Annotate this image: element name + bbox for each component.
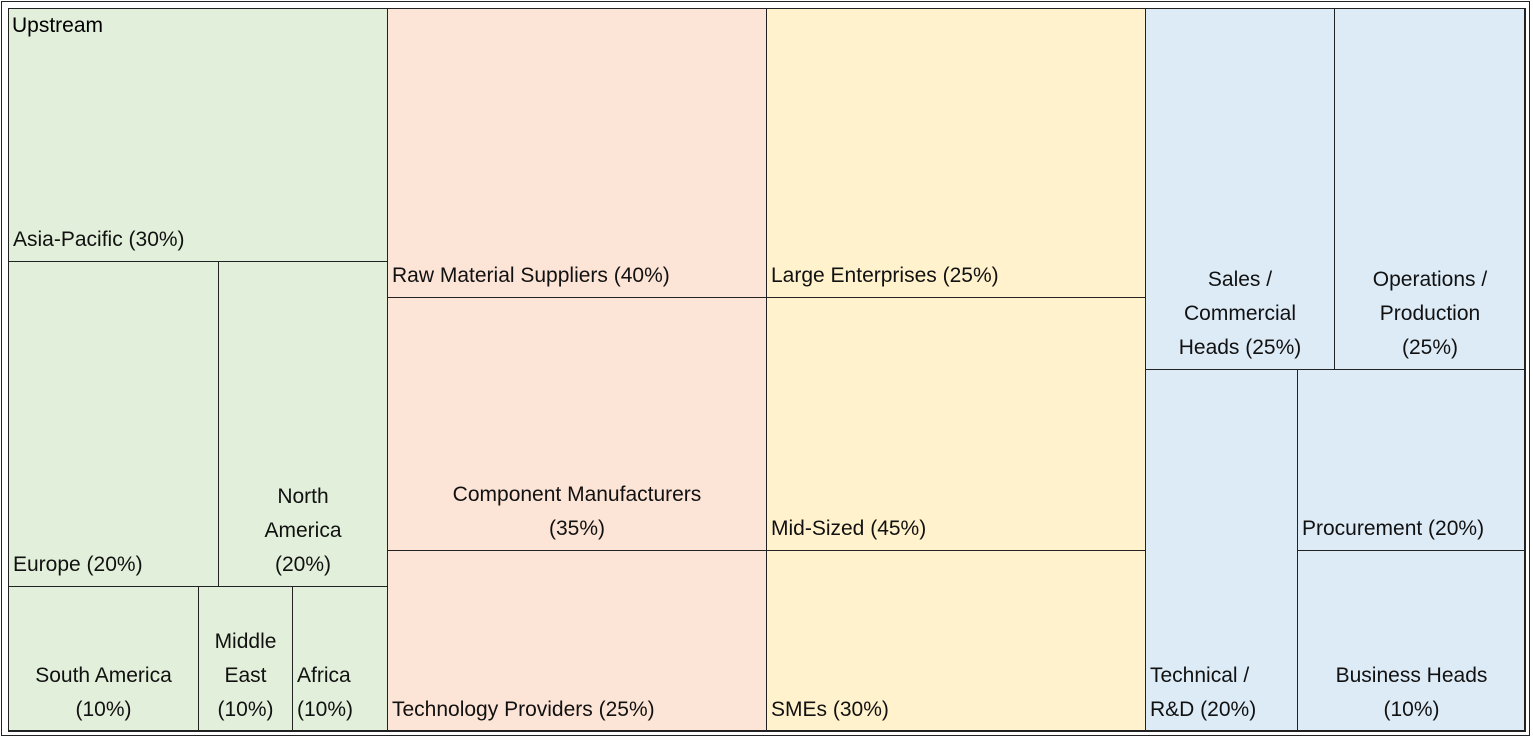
cell-label: Procurement (20%) [1302,517,1485,540]
cell: Sales / Commercial Heads (25%) [1145,8,1335,370]
cell: Raw Material Suppliers (40%) [387,8,767,298]
cell-label: Africa (10%) [297,664,354,721]
cell: Mid-Sized (45%) [766,297,1146,551]
cell-label: SMEs (30%) [771,698,889,721]
cell: SMEs (30%) [766,550,1146,732]
cell-label: Technology Providers (25%) [392,698,655,721]
group-title: Upstream [12,14,104,37]
cell: Technical / R&D (20%) [1145,369,1298,732]
cell-label: Raw Material Suppliers (40%) [392,264,670,287]
cell-label: Technical / R&D (20%) [1150,664,1257,721]
cell: Technology Providers (25%) [387,550,767,732]
cell: Middle East (10%) [198,586,293,732]
cell-label: Business Heads (10%) [1335,664,1488,721]
cell-label: Middle East (10%) [214,630,277,721]
cell: Operations / Production (25%) [1334,8,1526,370]
inner-frame [8,8,1525,731]
cell-label: Mid-Sized (45%) [771,517,927,540]
cell-label: Sales / Commercial Heads (25%) [1178,268,1302,359]
cell-label: Large Enterprises (25%) [771,264,999,287]
cell: Component Manufacturers (35%) [387,297,767,551]
cell-label: Asia-Pacific (30%) [13,228,185,251]
cell-label: Operations / Production (25%) [1372,268,1488,359]
cell: Procurement (20%) [1297,369,1526,551]
cell: South America (10%) [8,586,199,732]
cell-label: Europe (20%) [13,553,143,576]
cell-label: South America (10%) [35,664,172,721]
cell: North America (20%) [218,261,388,587]
cell-label: North America (20%) [264,485,342,576]
cell: Business Heads (10%) [1297,550,1526,732]
cell-label: Component Manufacturers (35%) [452,483,702,540]
cell: Large Enterprises (25%) [766,8,1146,298]
